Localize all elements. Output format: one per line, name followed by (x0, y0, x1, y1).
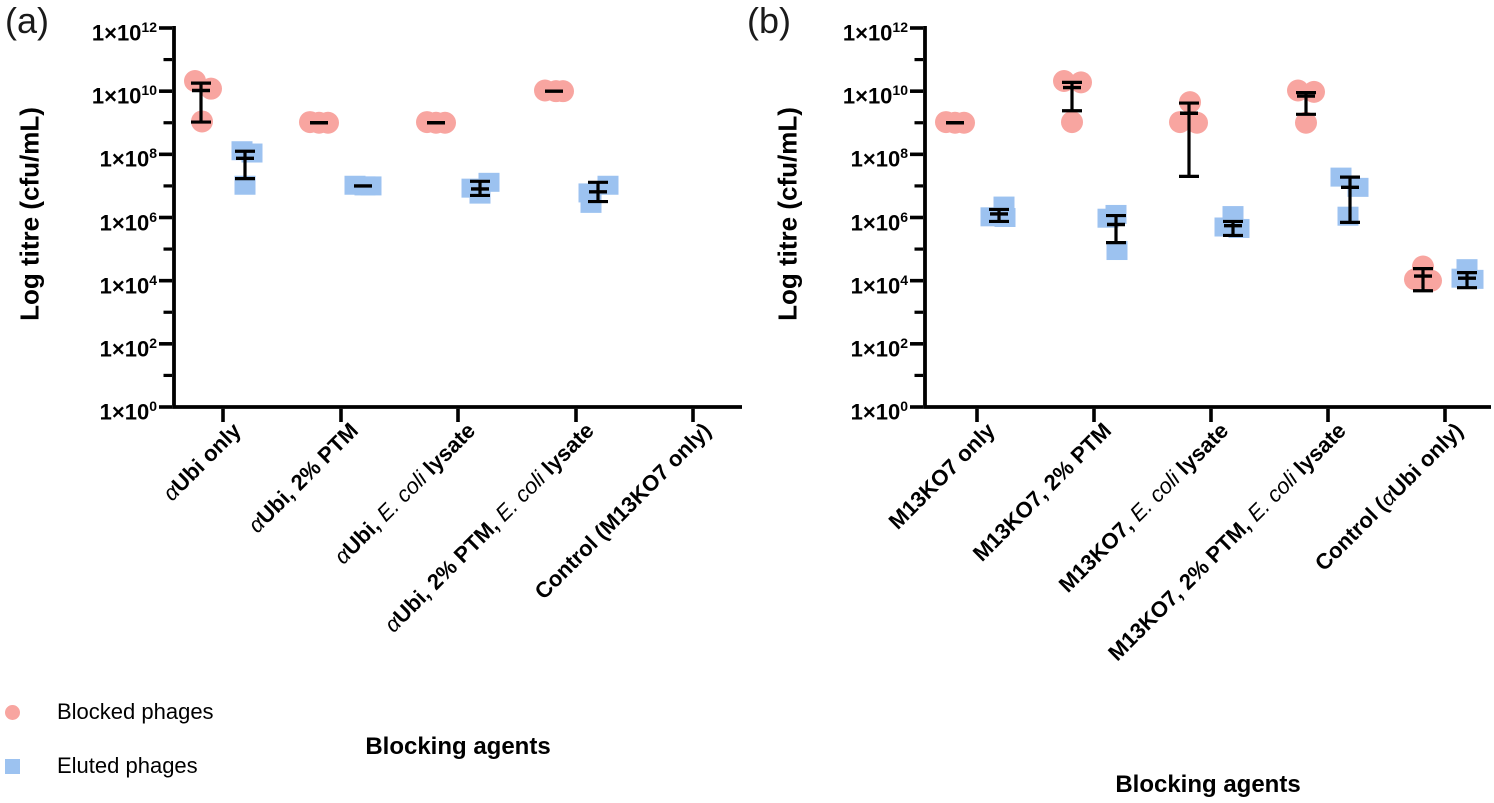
y-tick-label: 1×104 (99, 271, 157, 298)
y-tick-label: 1×1012 (91, 19, 157, 46)
data-point-blocked-phages (1404, 268, 1426, 291)
data-point-blocked-phages (200, 77, 222, 100)
y-tick-label: 1×1012 (842, 19, 908, 46)
x-category-label: Control (M13KO7 only) (529, 414, 715, 604)
data-point-blocked-phages (1061, 111, 1083, 134)
axis-line (172, 26, 742, 409)
x-category-label: αUbi, 2% PTM, E. coli lysate (379, 414, 598, 637)
panel-b-x-axis-title: Blocking agents (1115, 771, 1301, 798)
panel-b-letter: (b) (747, 0, 791, 41)
y-tick-label: 1×100 (99, 398, 157, 425)
legend-eluted-phages-square-icon (5, 758, 20, 774)
y-tick-label: 1×106 (99, 208, 157, 235)
data-point-eluted-phages (1106, 241, 1128, 261)
x-category-label: Control (αUbi only) (1310, 414, 1468, 576)
panel-a-letter: (a) (5, 0, 49, 41)
data-point-blocked-phages (1186, 111, 1208, 134)
data-point-eluted-phages (580, 193, 602, 213)
data-point-blocked-phages (1295, 111, 1317, 134)
y-tick-label: 1×100 (850, 398, 908, 425)
y-tick-label: 1×1010 (91, 82, 157, 109)
y-tick-label: 1×104 (850, 271, 908, 298)
legend-blocked-phages-circle-icon (5, 704, 20, 720)
x-category-label: αUbi, 2% PTM (244, 414, 364, 538)
y-tick-label: 1×1010 (842, 82, 908, 109)
axis-line (923, 26, 1491, 409)
x-category-label: M13KO7, 2% PTM (968, 414, 1116, 566)
panel-a-y-axis-title: Log titre (cfu/mL) (14, 107, 45, 321)
y-tick-label: 1×108 (850, 145, 908, 172)
x-category-label: M13KO7, E. coli lysate (1054, 414, 1233, 597)
data-point-blocked-phages (1169, 111, 1191, 134)
y-tick-label: 1×102 (99, 334, 157, 362)
x-category-label: M13KO7, 2% PTM, E. coli lysate (1103, 414, 1351, 666)
legend-item-label: Blocked phages (57, 699, 214, 724)
y-tick-label: 1×102 (850, 334, 908, 362)
legend-item: Eluted phages (2, 751, 198, 781)
x-category-label: αUbi, E. coli lysate (329, 414, 480, 569)
y-tick-label: 1×106 (850, 208, 908, 235)
panel-b-y-axis-title: Log titre (cfu/mL) (772, 107, 803, 321)
legend-item: Blocked phages (2, 697, 214, 727)
x-category-label: αUbi only (158, 414, 246, 506)
data-point-eluted-phages (597, 175, 619, 195)
x-category-label: M13KO7 only (883, 414, 999, 534)
legend-item-label: Eluted phages (57, 753, 198, 778)
data-point-eluted-phages (234, 175, 256, 195)
y-tick-label: 1×108 (99, 145, 157, 172)
panel-a-x-axis-title: Blocking agents (365, 733, 551, 760)
